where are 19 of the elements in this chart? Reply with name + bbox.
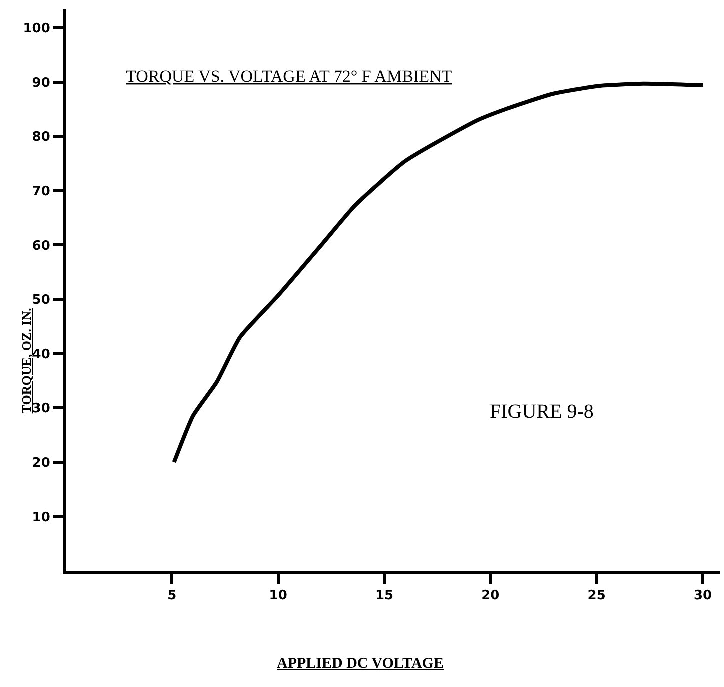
x-tick-label: 25 (588, 588, 606, 604)
y-tick-label: 10 (32, 510, 50, 526)
text: TORQUE VS. VOLTAGE AT 72° F AMBIENT (126, 67, 453, 86)
annotation: FIGURE 9-8 (490, 401, 594, 423)
x-tick-label: 30 (694, 588, 712, 604)
y-tick-label: 80 (32, 130, 50, 146)
y-tick-label: 60 (32, 238, 50, 254)
x-tick-label: 20 (482, 588, 500, 604)
y-tick-label: 40 (32, 347, 50, 362)
y-tick-label: 70 (32, 184, 50, 200)
y-tick-label: 50 (32, 293, 50, 308)
y-tick-label: 30 (32, 402, 50, 417)
y-tick-label: 100 (23, 22, 50, 37)
x-tick-label: 15 (375, 588, 394, 604)
y-tick-label: 90 (32, 76, 50, 91)
x-tick-label: 5 (168, 588, 177, 604)
y-tick-label: 20 (32, 456, 50, 471)
x-tick-label: 10 (269, 588, 288, 604)
x-axis-title: APPLIED DC VOLTAGE (277, 656, 444, 672)
